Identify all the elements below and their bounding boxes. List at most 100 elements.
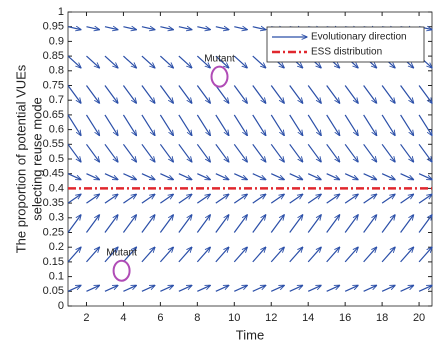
arrow [141,27,155,30]
arrow [215,143,229,162]
arrow [104,114,118,136]
arrow [178,55,192,68]
arrow [326,173,340,180]
arrow [197,194,210,204]
arrow [270,247,284,263]
arrow [234,173,247,180]
arrow [381,85,395,104]
arrow [159,55,173,68]
arrow [234,285,247,292]
legend-label: ESS distribution [311,47,382,58]
arrow [381,194,395,204]
arrow [400,85,414,104]
arrow [196,247,210,263]
arrow [271,285,284,292]
arrow [233,143,247,162]
y-tick-label: 0.2 [49,241,64,253]
arrow [104,173,118,180]
x-tick-label: 12 [265,312,277,324]
arrow [307,85,321,104]
arrow [344,285,358,292]
arrow [252,285,266,292]
x-tick-label: 14 [302,312,314,324]
x-tick-label: 4 [120,312,126,324]
arrow [178,114,192,136]
arrow [344,194,358,204]
y-axis-label: selecting reuse mode [29,97,44,221]
y-tick-label: 0.4 [49,182,64,194]
y-tick-label: 0.9 [49,35,64,47]
arrow [307,285,321,292]
arrow [122,143,136,162]
annotation: Mutant [204,53,235,64]
arrow [196,143,210,162]
y-tick-label: 0.5 [49,153,64,165]
arrow [400,285,414,292]
legend-label: Evolutionary direction [311,32,407,43]
arrow [252,27,266,30]
y-tick-label: 0.05 [43,285,64,297]
arrow [197,285,210,292]
arrow [86,55,99,68]
x-axis-label: Time [236,327,264,342]
arrow [122,114,136,136]
arrow [289,285,303,292]
arrow [86,285,99,292]
annotation: Mutant [106,247,137,258]
arrow [178,285,192,292]
arrow [344,173,358,180]
arrow [85,85,99,104]
arrow [270,114,284,136]
arrow [104,27,118,30]
arrow [381,285,395,292]
arrow [178,27,192,30]
arrow [141,215,155,233]
arrow [400,194,414,204]
arrow [178,173,192,180]
arrow [104,194,118,204]
arrow [123,173,136,180]
arrow [178,215,192,233]
arrow [400,247,414,263]
arrow [363,114,377,136]
arrow [307,143,321,162]
y-tick-label: 0.95 [43,21,64,33]
arrow [67,247,81,263]
y-tick-label: 0.45 [43,168,64,180]
arrow [400,143,414,162]
arrow [141,85,155,104]
arrow [159,215,173,233]
arrow [215,114,229,136]
arrow [159,85,173,104]
arrow [160,27,173,30]
arrow [234,27,247,30]
y-tick-label: 0.1 [49,271,64,283]
arrow [178,85,192,104]
arrow [252,85,266,104]
arrow [381,114,395,136]
arrow [344,143,358,162]
arrow [233,55,247,68]
arrow [270,194,284,204]
arrow [178,194,192,204]
y-tick-label: 0.35 [43,197,64,209]
arrow [159,247,173,263]
arrow [289,173,303,180]
x-tick-label: 2 [83,312,89,324]
arrow [85,143,99,162]
arrow [197,173,210,180]
arrow [307,173,321,180]
y-tick-label: 0.8 [49,65,64,77]
arrow [215,247,229,263]
arrow [233,194,247,204]
arrow [252,143,266,162]
arrow [233,215,247,233]
arrow [123,27,136,30]
arrow [141,194,155,204]
y-tick-label: 0.7 [49,94,64,106]
arrow [344,114,358,136]
arrow [418,143,432,162]
arrow [307,247,321,263]
arrow [400,173,414,180]
